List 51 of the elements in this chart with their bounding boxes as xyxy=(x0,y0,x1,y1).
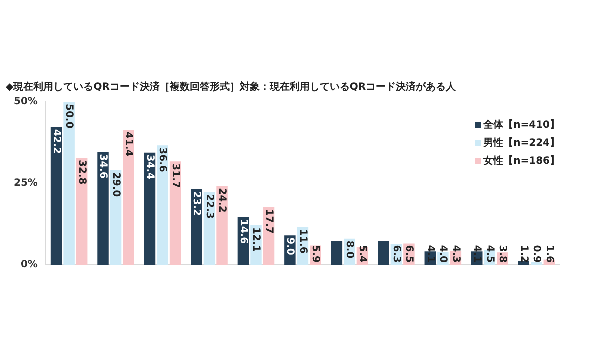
data-label: 17.7 xyxy=(263,209,274,234)
data-label: 31.7 xyxy=(170,164,181,188)
data-label: 50.0 xyxy=(64,104,75,129)
y-tick-label: 25% xyxy=(14,178,38,190)
data-label: 41.4 xyxy=(123,132,134,157)
bar xyxy=(98,152,109,265)
data-label: 24.2 xyxy=(216,188,228,213)
data-label: 4.0 xyxy=(438,245,449,264)
bar xyxy=(170,162,182,265)
legend-label: 女性【n=186】 xyxy=(484,154,560,168)
data-label: 34.4 xyxy=(144,154,156,180)
data-label: 14.6 xyxy=(238,219,249,244)
data-label: 4.1 xyxy=(472,245,483,264)
bar xyxy=(123,130,134,265)
data-label: 9.0 xyxy=(284,238,296,256)
data-label: 4.1 xyxy=(424,245,436,264)
data-label: 34.6 xyxy=(98,154,109,179)
data-label: 29.0 xyxy=(110,172,122,198)
bar xyxy=(64,102,75,265)
legend-label: 男性【n=224】 xyxy=(484,136,560,150)
bar xyxy=(531,262,542,265)
bar xyxy=(157,146,168,265)
data-label: 6.3 xyxy=(390,245,402,264)
bar xyxy=(50,127,62,265)
bar xyxy=(518,261,530,265)
data-label: 3.8 xyxy=(497,245,508,264)
bar xyxy=(216,186,228,265)
bar xyxy=(144,152,156,265)
data-label: 32.8 xyxy=(76,160,88,185)
data-label: 23.2 xyxy=(191,191,202,216)
data-label: 5.4 xyxy=(356,245,368,264)
data-label: 6.5 xyxy=(404,245,415,264)
data-label: 5.9 xyxy=(310,245,322,264)
data-label: 4.3 xyxy=(450,245,462,264)
data-label: 1.6 xyxy=(544,245,555,264)
bar xyxy=(191,189,202,265)
bar xyxy=(331,241,343,265)
chart-title: ◆現在利用しているQRコード決済［複数回答形式］対象：現在利用しているQRコード決済がある人 xyxy=(6,80,456,94)
data-label: 12.1 xyxy=(250,228,262,252)
y-tick-label: 50% xyxy=(14,96,38,108)
data-label: 0.9 xyxy=(531,245,542,264)
legend-label: 全体【n=410】 xyxy=(484,118,560,132)
data-label: 1.2 xyxy=(518,245,530,264)
data-label: 8.0 xyxy=(344,240,356,259)
y-tick-label: 0% xyxy=(20,260,38,271)
data-label: 22.3 xyxy=(204,194,215,220)
bar xyxy=(378,241,390,265)
data-label: 36.6 xyxy=(157,148,168,172)
data-label: 11.6 xyxy=(297,229,308,254)
data-label: 42.2 xyxy=(50,129,62,154)
data-label: 4.5 xyxy=(484,245,496,264)
